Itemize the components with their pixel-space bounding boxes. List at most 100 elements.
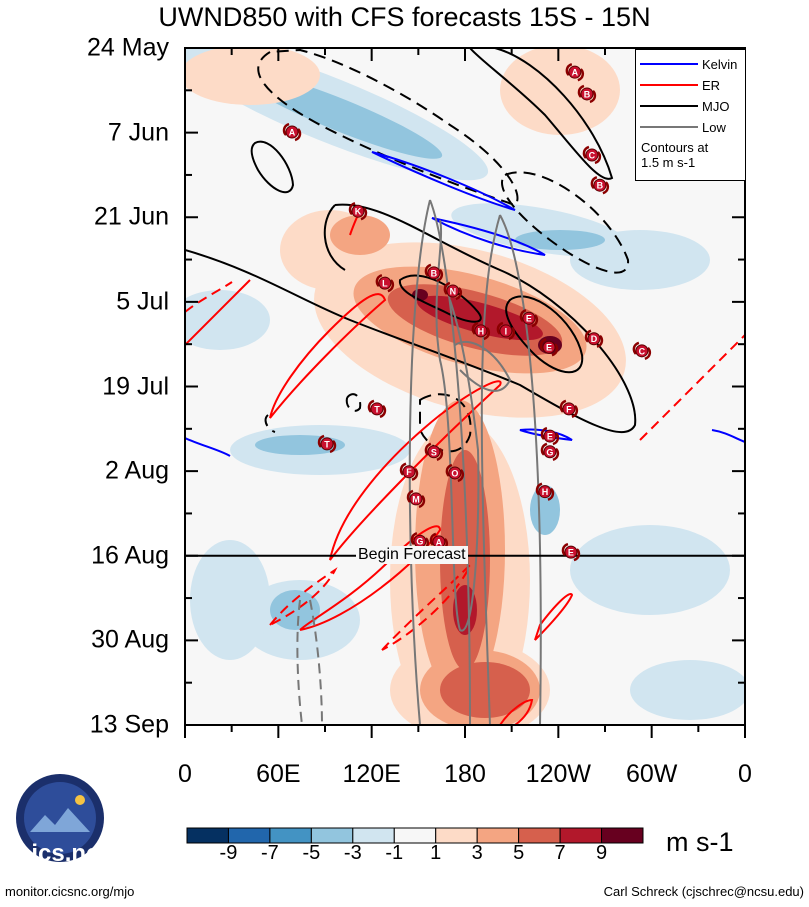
storm-marker: C	[632, 341, 652, 361]
colorbar-swatch	[476, 827, 520, 844]
storm-marker: H	[471, 321, 491, 341]
cyclone-icon	[519, 309, 539, 328]
colorbar-swatch	[559, 827, 603, 844]
storm-marker: G	[410, 532, 430, 551]
storm-letter: M	[412, 494, 420, 504]
storm-marker: D	[584, 329, 604, 348]
storm-dot	[427, 266, 441, 280]
legend-item-kelvin: Kelvin	[640, 56, 737, 72]
storm-dot	[587, 332, 601, 346]
legend-note-line2: 1.5 m s-1	[641, 155, 696, 170]
storm-letter: S	[431, 447, 437, 457]
storm-letter: T	[324, 439, 330, 449]
storm-dot	[446, 284, 460, 298]
cyclone-icon	[445, 463, 465, 483]
storm-dot	[568, 65, 582, 79]
storm-marker: K	[348, 202, 368, 221]
storm-dot	[635, 344, 649, 358]
mjo-contours	[185, 48, 637, 434]
forecast-label: Begin Forecast	[356, 545, 468, 564]
cyclone-icon	[317, 434, 337, 454]
storm-letter: D	[591, 334, 598, 344]
storm-marker: B	[424, 263, 444, 283]
storm-marker: C	[582, 145, 602, 165]
colorbar-label: 9	[595, 842, 608, 864]
legend-label: MJO	[702, 98, 730, 114]
footer-link[interactable]: monitor.cicsnc.org/mjo	[5, 884, 135, 899]
storm-dot	[538, 485, 552, 499]
legend-note: Contours at 1.5 m s-1	[641, 140, 708, 170]
x-tick-label: 60W	[625, 760, 678, 788]
storm-marker: F	[559, 399, 579, 419]
colorbar-label: 5	[513, 842, 525, 864]
cyclone-icon	[367, 399, 387, 419]
storm-marker: H	[535, 482, 555, 501]
cyclone-icon	[584, 329, 604, 348]
storm-letter: H	[542, 487, 549, 497]
cyclone-icon	[577, 84, 597, 104]
legend-label: Kelvin	[702, 56, 738, 72]
er-dashed-contours	[185, 281, 745, 651]
x-tick-label: 0	[738, 760, 752, 788]
legend-item-er: ER	[640, 77, 720, 93]
cyclone-icon	[424, 263, 444, 283]
storm-dot	[448, 466, 462, 480]
storm-letter: A	[572, 68, 579, 78]
cyclone-icon	[559, 399, 579, 419]
cyclone-icon	[590, 176, 610, 195]
storm-marker: L	[375, 273, 395, 293]
storm-marker: A	[282, 122, 302, 142]
storm-marker: S	[424, 442, 444, 461]
colorbar-label: 3	[471, 842, 483, 864]
cyclone-icon	[632, 341, 652, 361]
storm-dot	[564, 545, 578, 559]
cyclone-icon	[540, 426, 560, 446]
x-tick-label: 60E	[256, 760, 301, 788]
storm-letter: E	[526, 314, 532, 324]
storm-dot	[402, 465, 416, 479]
storm-marker: E	[539, 338, 559, 357]
cyclone-icon	[582, 145, 602, 165]
legend-item-low: Low	[640, 119, 726, 135]
cyclone-icon	[496, 321, 516, 341]
colorbar-label: 7	[554, 842, 566, 864]
kelvin-contours	[185, 151, 745, 457]
storm-marker: M	[406, 489, 426, 509]
contour-layer	[185, 48, 745, 725]
cyclone-icon	[565, 62, 585, 82]
colorbar-swatch	[186, 827, 229, 844]
storm-marker: B	[590, 176, 610, 195]
storm-letter: T	[374, 404, 380, 414]
storm-dot	[522, 311, 536, 325]
legend-label: Low	[702, 119, 726, 135]
storm-dot	[499, 324, 513, 338]
y-tick-label: 2 Aug	[105, 456, 169, 485]
y-tick-label: 24 May	[87, 33, 169, 62]
cyclone-icon	[561, 542, 581, 562]
axis-ticks	[184, 47, 746, 738]
mjo-dashed-contours	[257, 48, 630, 453]
x-tick-label: 120E	[342, 760, 401, 788]
colorbar-label: -5	[302, 842, 321, 864]
y-tick-label: 30 Aug	[91, 625, 169, 654]
x-tick-label: 180	[444, 760, 486, 788]
storm-letter: G	[416, 537, 423, 547]
storm-letter: B	[431, 268, 438, 278]
storm-dot	[285, 125, 299, 139]
x-tick-label: 120W	[525, 760, 591, 788]
y-tick-label: 13 Sep	[89, 710, 169, 739]
storm-dot	[562, 402, 576, 416]
storm-marker: G	[540, 442, 560, 461]
storm-marker: A	[565, 62, 585, 82]
storm-dot	[320, 437, 334, 451]
logo-text: cics.nc	[18, 840, 100, 867]
low-dashed-contours	[296, 599, 323, 725]
storm-marker: E	[561, 542, 581, 562]
storm-dot	[543, 445, 557, 459]
storm-marker: E	[519, 309, 539, 328]
colorbar-swatch	[601, 827, 644, 844]
storm-marker: F	[399, 462, 419, 481]
storm-letter: E	[547, 432, 553, 442]
cyclone-icon	[424, 442, 444, 461]
storm-dot	[580, 87, 594, 101]
